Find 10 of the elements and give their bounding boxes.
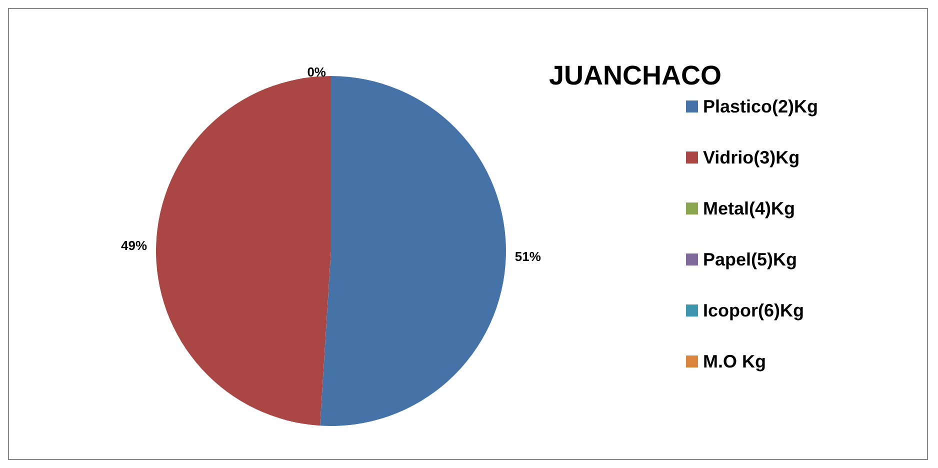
legend-label: Icopor(6)Kg [703, 300, 804, 320]
data-label: 51% [514, 249, 542, 264]
legend-label: M.O Kg [703, 352, 766, 372]
text: 0% [307, 64, 326, 80]
data-label: 49% [121, 238, 148, 253]
legend-label: Papel(5)Kg [703, 250, 798, 270]
legend-label: Metal(4)Kg [703, 198, 796, 218]
chart-title: JUANCHACO [549, 60, 722, 90]
legend-label: Vidrio(3)Kg [703, 148, 800, 168]
legend-label: Plastico(2)Kg [703, 96, 818, 116]
